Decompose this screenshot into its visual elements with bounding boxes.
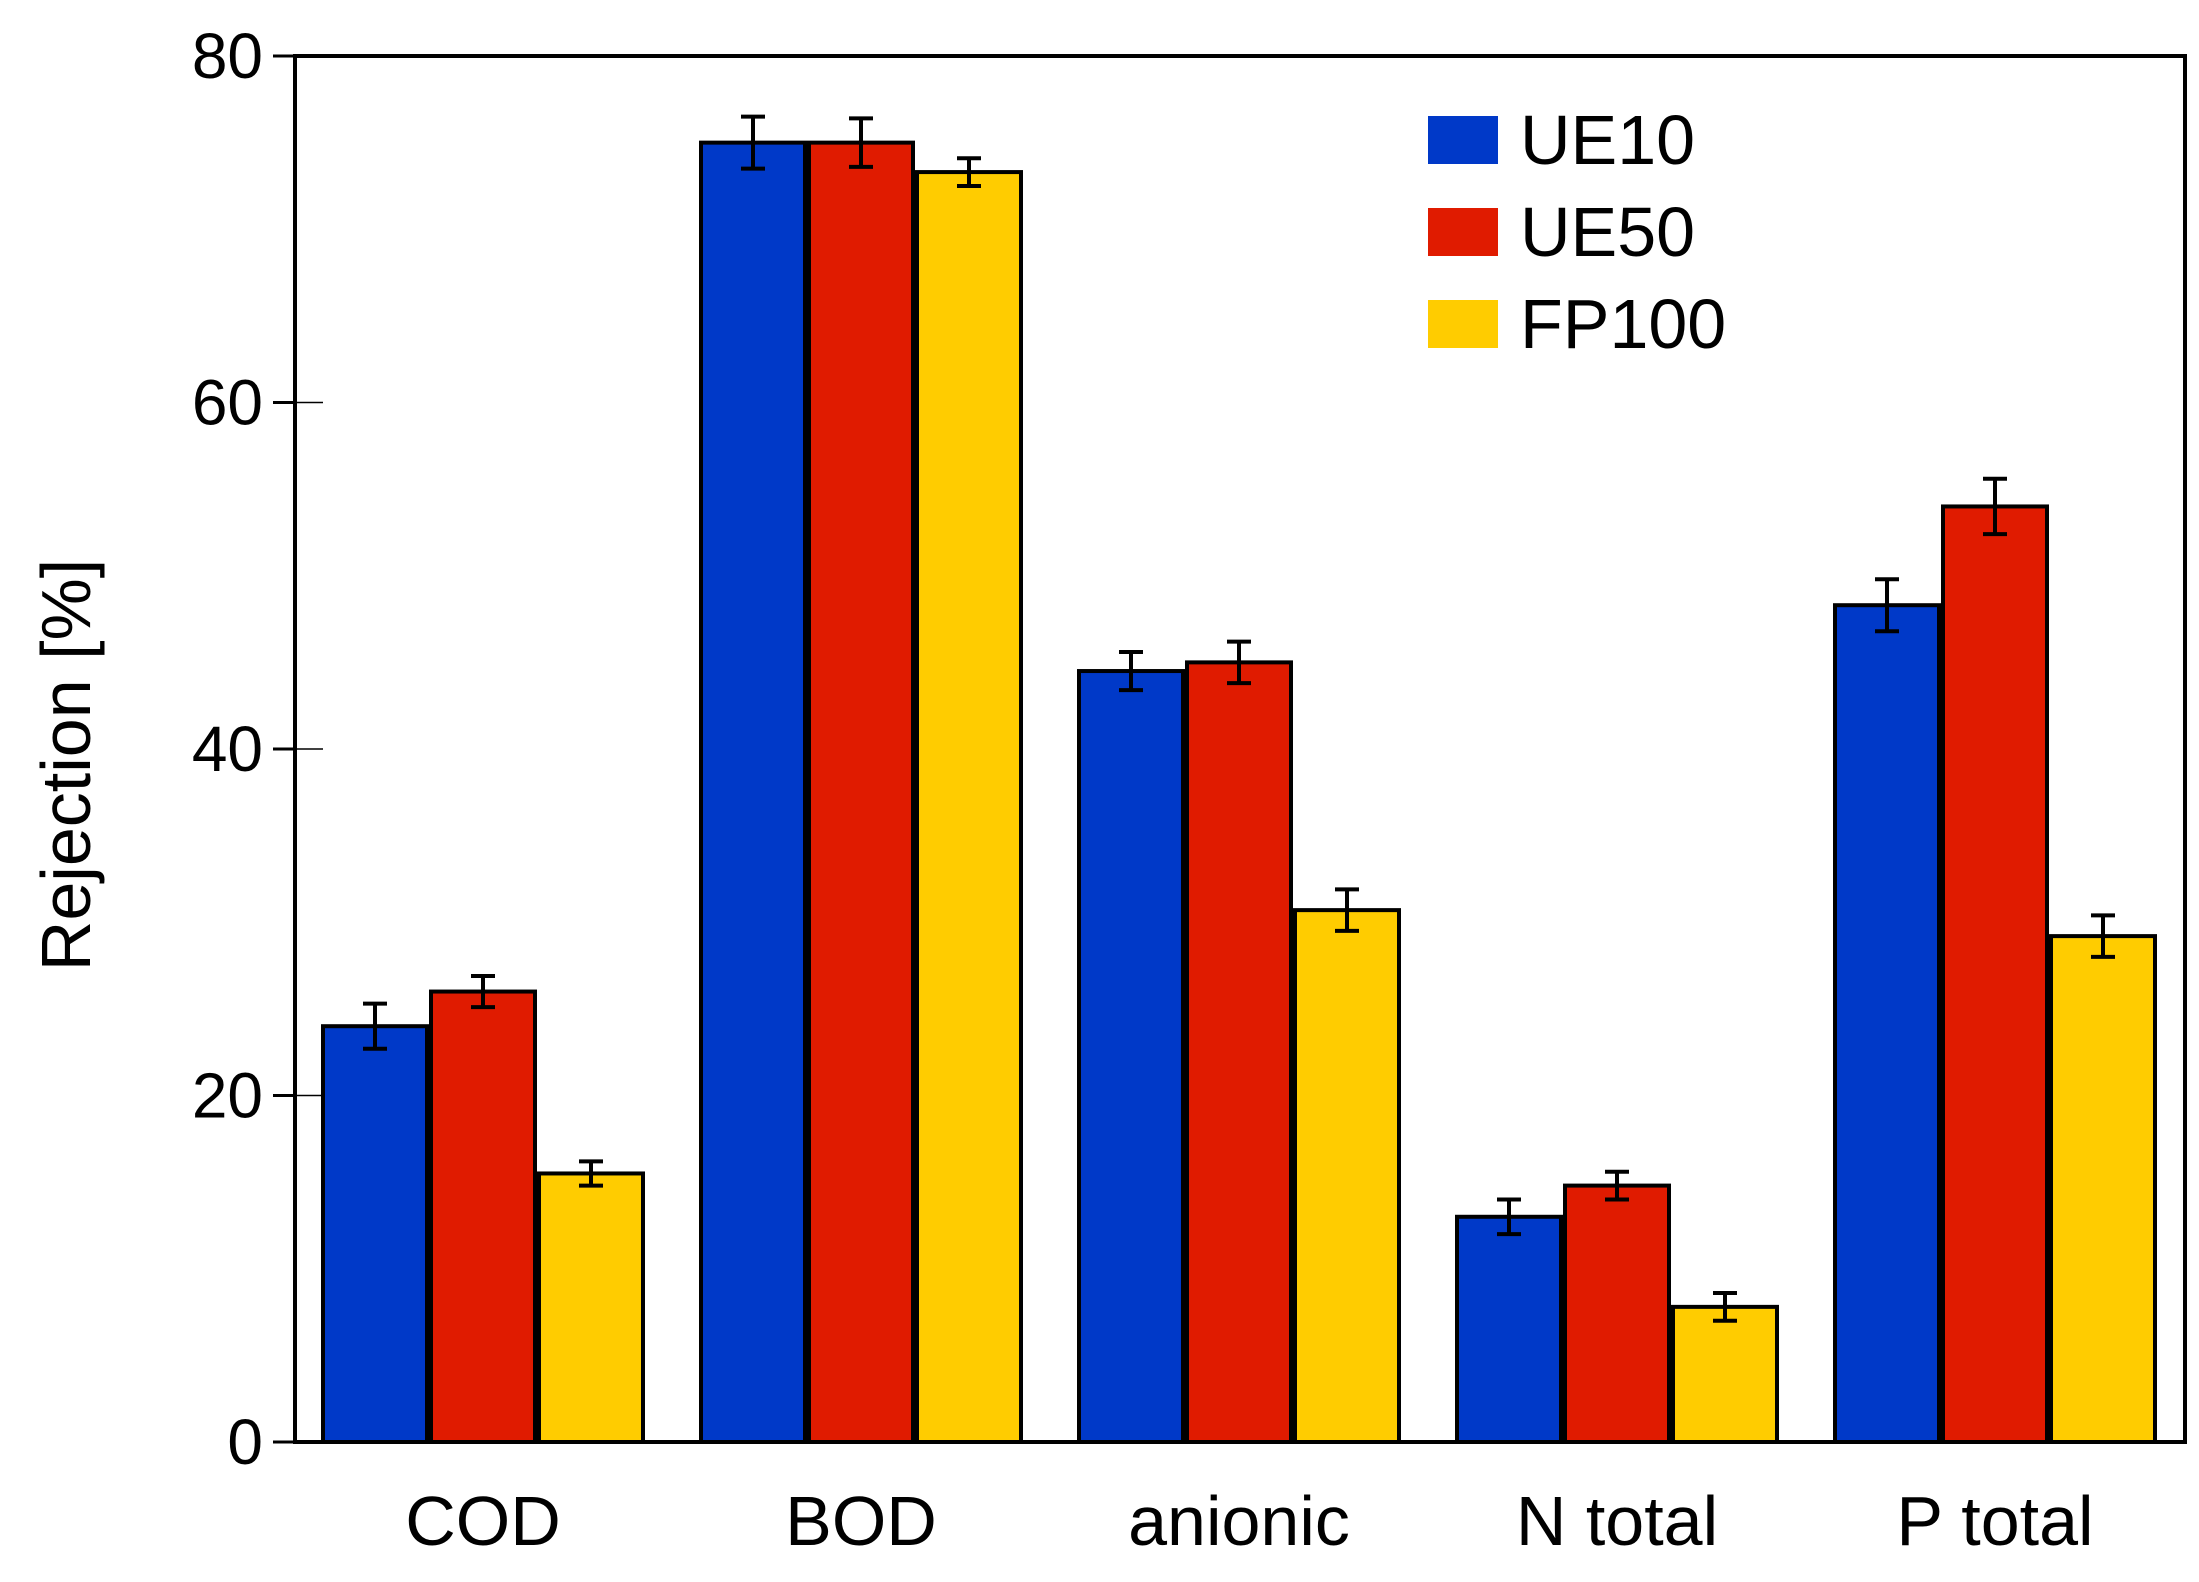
y-axis: 0 20 40 60 80	[192, 20, 323, 1478]
bar-ue50-cod	[429, 989, 537, 1444]
bar-fp100-n-total	[1671, 1304, 1779, 1444]
bar-ue10-anionic	[1077, 669, 1185, 1444]
error-bar	[1119, 649, 1143, 693]
x-tick-label: N total	[1516, 1482, 1718, 1560]
bar-ue50-anionic	[1185, 660, 1293, 1444]
y-axis-label: Rejection [%]	[27, 559, 105, 971]
bar-ue10-bod	[699, 140, 807, 1444]
bar-ue10-cod	[321, 1024, 429, 1444]
bar-fp100-anionic	[1293, 908, 1401, 1444]
error-bar	[849, 116, 873, 169]
bar-ue50-p-total	[1941, 504, 2049, 1444]
error-bar	[957, 156, 981, 188]
legend-label-fp100: FP100	[1520, 285, 1726, 363]
y-tick-label: 0	[227, 1406, 263, 1478]
y-tick-label: 40	[192, 713, 263, 785]
error-bar	[1713, 1291, 1737, 1323]
bar-fp100-bod	[915, 170, 1023, 1444]
bars-group	[321, 114, 2157, 1445]
error-bar	[471, 973, 495, 1010]
bar-ue10-n-total	[1455, 1214, 1563, 1445]
error-bar	[1227, 639, 1251, 686]
y-tick-label: 80	[192, 20, 263, 92]
x-tick-label: anionic	[1128, 1482, 1350, 1560]
error-bar	[1335, 887, 1359, 933]
legend-label-ue50: UE50	[1520, 193, 1695, 271]
bar-fp100-cod	[537, 1171, 645, 1445]
bar-ue10-p-total	[1833, 603, 1941, 1444]
x-axis: COD BOD anionic N total P total	[405, 1482, 2093, 1560]
legend-swatch-fp100	[1428, 300, 1498, 348]
legend-swatch-ue50	[1428, 208, 1498, 256]
error-bar	[741, 114, 765, 171]
x-tick-label: COD	[405, 1482, 561, 1560]
x-tick-label: P total	[1896, 1482, 2093, 1560]
error-bar	[1497, 1197, 1521, 1237]
x-tick-label: BOD	[785, 1482, 937, 1560]
error-bar	[2091, 913, 2115, 959]
y-tick-label: 60	[192, 367, 263, 439]
legend-swatch-ue10	[1428, 116, 1498, 164]
legend-label-ue10: UE10	[1520, 101, 1695, 179]
error-bar	[579, 1159, 603, 1188]
bar-ue50-n-total	[1563, 1183, 1671, 1444]
error-bar	[1605, 1169, 1629, 1202]
legend: UE10 UE50 FP100	[1428, 101, 1726, 363]
bar-fp100-p-total	[2049, 934, 2157, 1444]
y-tick-label: 20	[192, 1060, 263, 1132]
error-bar	[363, 1001, 387, 1051]
bar-ue50-bod	[807, 140, 915, 1444]
error-bar	[1875, 577, 1899, 634]
error-bar	[1983, 476, 2007, 537]
